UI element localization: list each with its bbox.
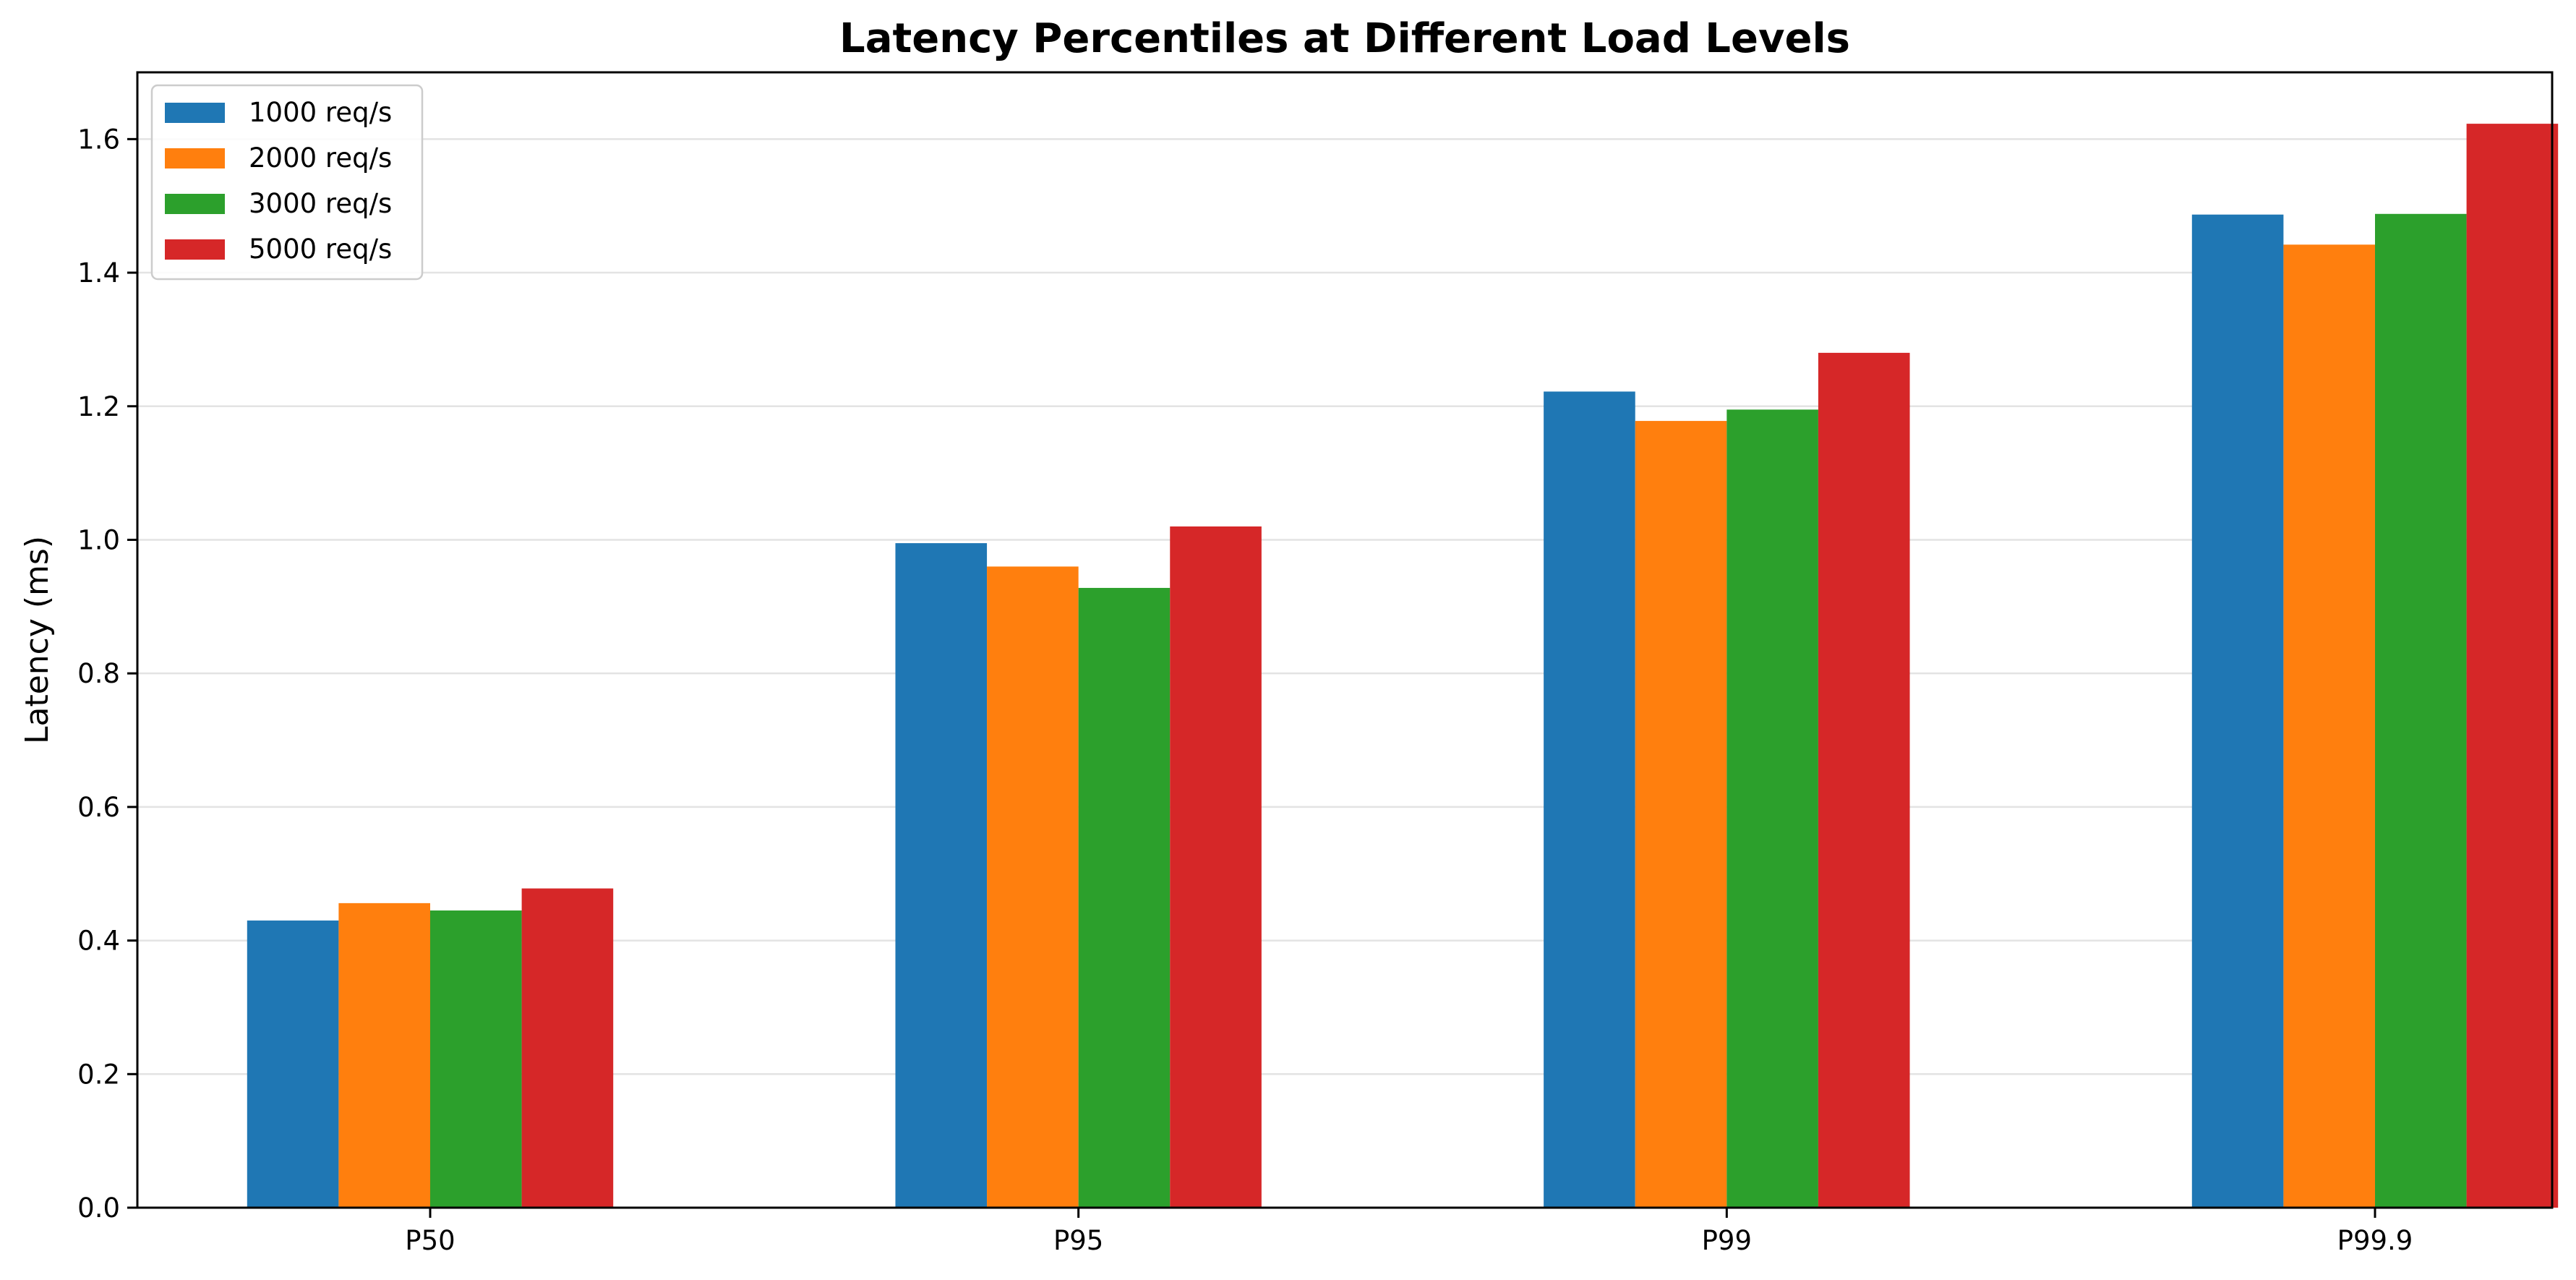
bar-1000-req-s-p99-9 xyxy=(2191,214,2284,1208)
legend-swatch xyxy=(165,148,225,168)
bar-3000-req-s-p99 xyxy=(1726,409,1818,1208)
bar-5000-req-s-p99-9 xyxy=(2466,124,2559,1208)
legend-label: 3000 req/s xyxy=(249,188,392,219)
y-tick-label: 0.6 xyxy=(77,792,120,823)
bars xyxy=(247,124,2559,1208)
y-tick-label: 1.0 xyxy=(77,524,120,555)
bar-5000-req-s-p99 xyxy=(1818,352,1910,1208)
legend-swatch xyxy=(165,103,225,123)
y-tick-label: 0.4 xyxy=(77,926,120,957)
y-tick-label: 0.8 xyxy=(77,658,120,689)
bar-3000-req-s-p99-9 xyxy=(2375,213,2467,1208)
bar-2000-req-s-p99-9 xyxy=(2283,244,2375,1208)
bar-1000-req-s-p95 xyxy=(895,543,988,1208)
legend-label: 2000 req/s xyxy=(249,142,392,174)
bar-5000-req-s-p50 xyxy=(521,888,614,1208)
x-tick-label: P99 xyxy=(1702,1225,1752,1256)
legend-label: 1000 req/s xyxy=(249,97,392,128)
y-tick-label: 1.6 xyxy=(77,124,120,155)
legend-label: 5000 req/s xyxy=(249,234,392,265)
chart-title: Latency Percentiles at Different Load Le… xyxy=(839,15,1850,62)
bar-1000-req-s-p99 xyxy=(1544,391,1635,1208)
bar-2000-req-s-p50 xyxy=(338,903,430,1208)
y-tick-label: 1.4 xyxy=(77,257,120,289)
y-tick-label: 1.2 xyxy=(77,391,120,422)
plot-frame xyxy=(136,71,2554,1209)
bar-1000-req-s-p50 xyxy=(247,920,339,1208)
y-axis-label: Latency (ms) xyxy=(19,536,56,744)
bar-5000-req-s-p95 xyxy=(1170,526,1262,1208)
bar-3000-req-s-p95 xyxy=(1078,587,1171,1208)
y-tick-label: 0.2 xyxy=(77,1059,120,1090)
bar-2000-req-s-p99 xyxy=(1635,421,1727,1208)
legend: 1000 req/s 2000 req/s 3000 req/s 5000 req/s xyxy=(150,84,424,281)
bar-2000-req-s-p95 xyxy=(987,566,1079,1208)
x-axis-ticks: P50 P95 P99 P99.9 xyxy=(405,1208,2413,1256)
x-tick-label: P95 xyxy=(1053,1225,1103,1256)
legend-swatch xyxy=(165,239,225,260)
legend-swatch xyxy=(165,194,225,214)
legend-box xyxy=(150,84,424,281)
x-tick-label: P99.9 xyxy=(2337,1225,2413,1256)
y-tick-label: 0.0 xyxy=(77,1192,120,1224)
y-axis-ticks: 0.0 0.2 0.4 0.6 0.8 1.0 1.2 1.4 1.6 xyxy=(77,124,137,1224)
x-tick-label: P50 xyxy=(405,1225,455,1256)
bar-3000-req-s-p50 xyxy=(430,910,522,1208)
